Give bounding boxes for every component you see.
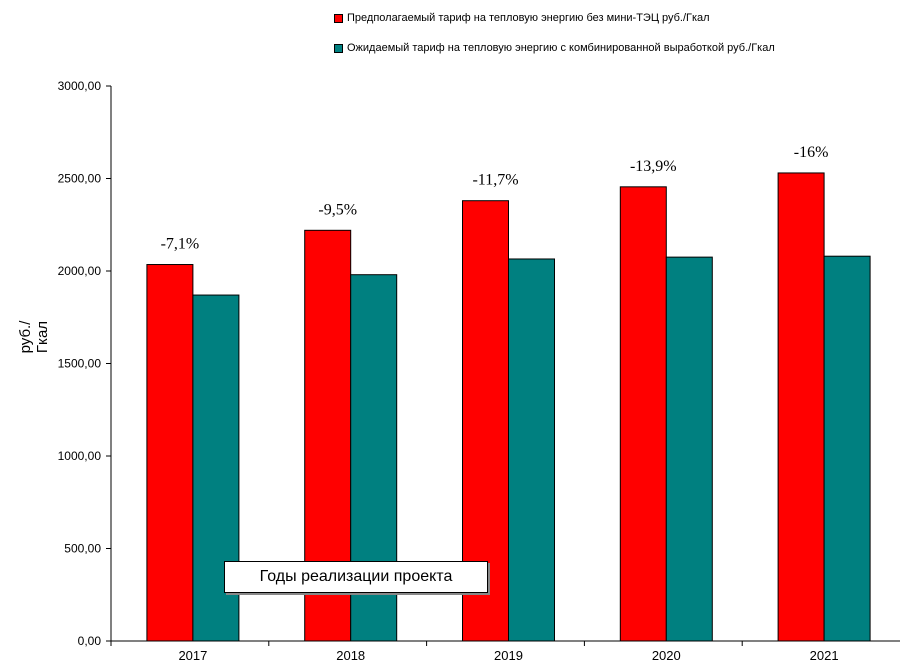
bar-data-label: -11,7% — [472, 172, 518, 189]
legend-item-series-1: Предполагаемый тариф на тепловую энергию… — [334, 12, 710, 24]
legend-label-series-1: Предполагаемый тариф на тепловую энергию… — [347, 12, 710, 24]
x-tick-label: 2018 — [336, 648, 365, 663]
legend-item-series-2: Ожидаемый тариф на тепловую энергию с ко… — [334, 42, 775, 54]
bar-teal-2021 — [823, 255, 871, 642]
y-tick-label: 1000,00 — [58, 449, 102, 463]
y-tick-label: 0,00 — [78, 634, 102, 648]
legend-label-series-2: Ожидаемый тариф на тепловую энергию с ко… — [347, 42, 775, 54]
x-tick-label: 2020 — [652, 648, 681, 663]
x-tick-label: 2021 — [810, 648, 839, 663]
y-tick-label: 2500,00 — [58, 172, 102, 186]
bar-data-label: -9,5% — [318, 201, 357, 218]
bar-data-label: -13,9% — [630, 158, 677, 175]
bar-teal-2020 — [665, 256, 713, 642]
bar-data-label: -16% — [794, 144, 829, 161]
x-tick-label: 2019 — [494, 648, 523, 663]
y-tick-label: 2000,00 — [58, 264, 102, 278]
y-tick-label: 500,00 — [64, 542, 101, 556]
x-tick-label: 2017 — [178, 648, 207, 663]
chart-annotation-box: Годы реализации проекта — [224, 561, 488, 593]
legend-swatch-red — [334, 13, 343, 23]
bar-data-label: -7,1% — [161, 236, 200, 253]
legend-swatch-teal — [334, 43, 343, 53]
y-tick-label: 1500,00 — [58, 357, 102, 371]
bar-red-2021 — [777, 172, 825, 642]
bar-teal-2019 — [508, 258, 555, 642]
y-tick-label: 3000,00 — [58, 79, 102, 93]
bar-red-2020 — [619, 186, 667, 642]
bar-red-2017 — [146, 264, 194, 642]
